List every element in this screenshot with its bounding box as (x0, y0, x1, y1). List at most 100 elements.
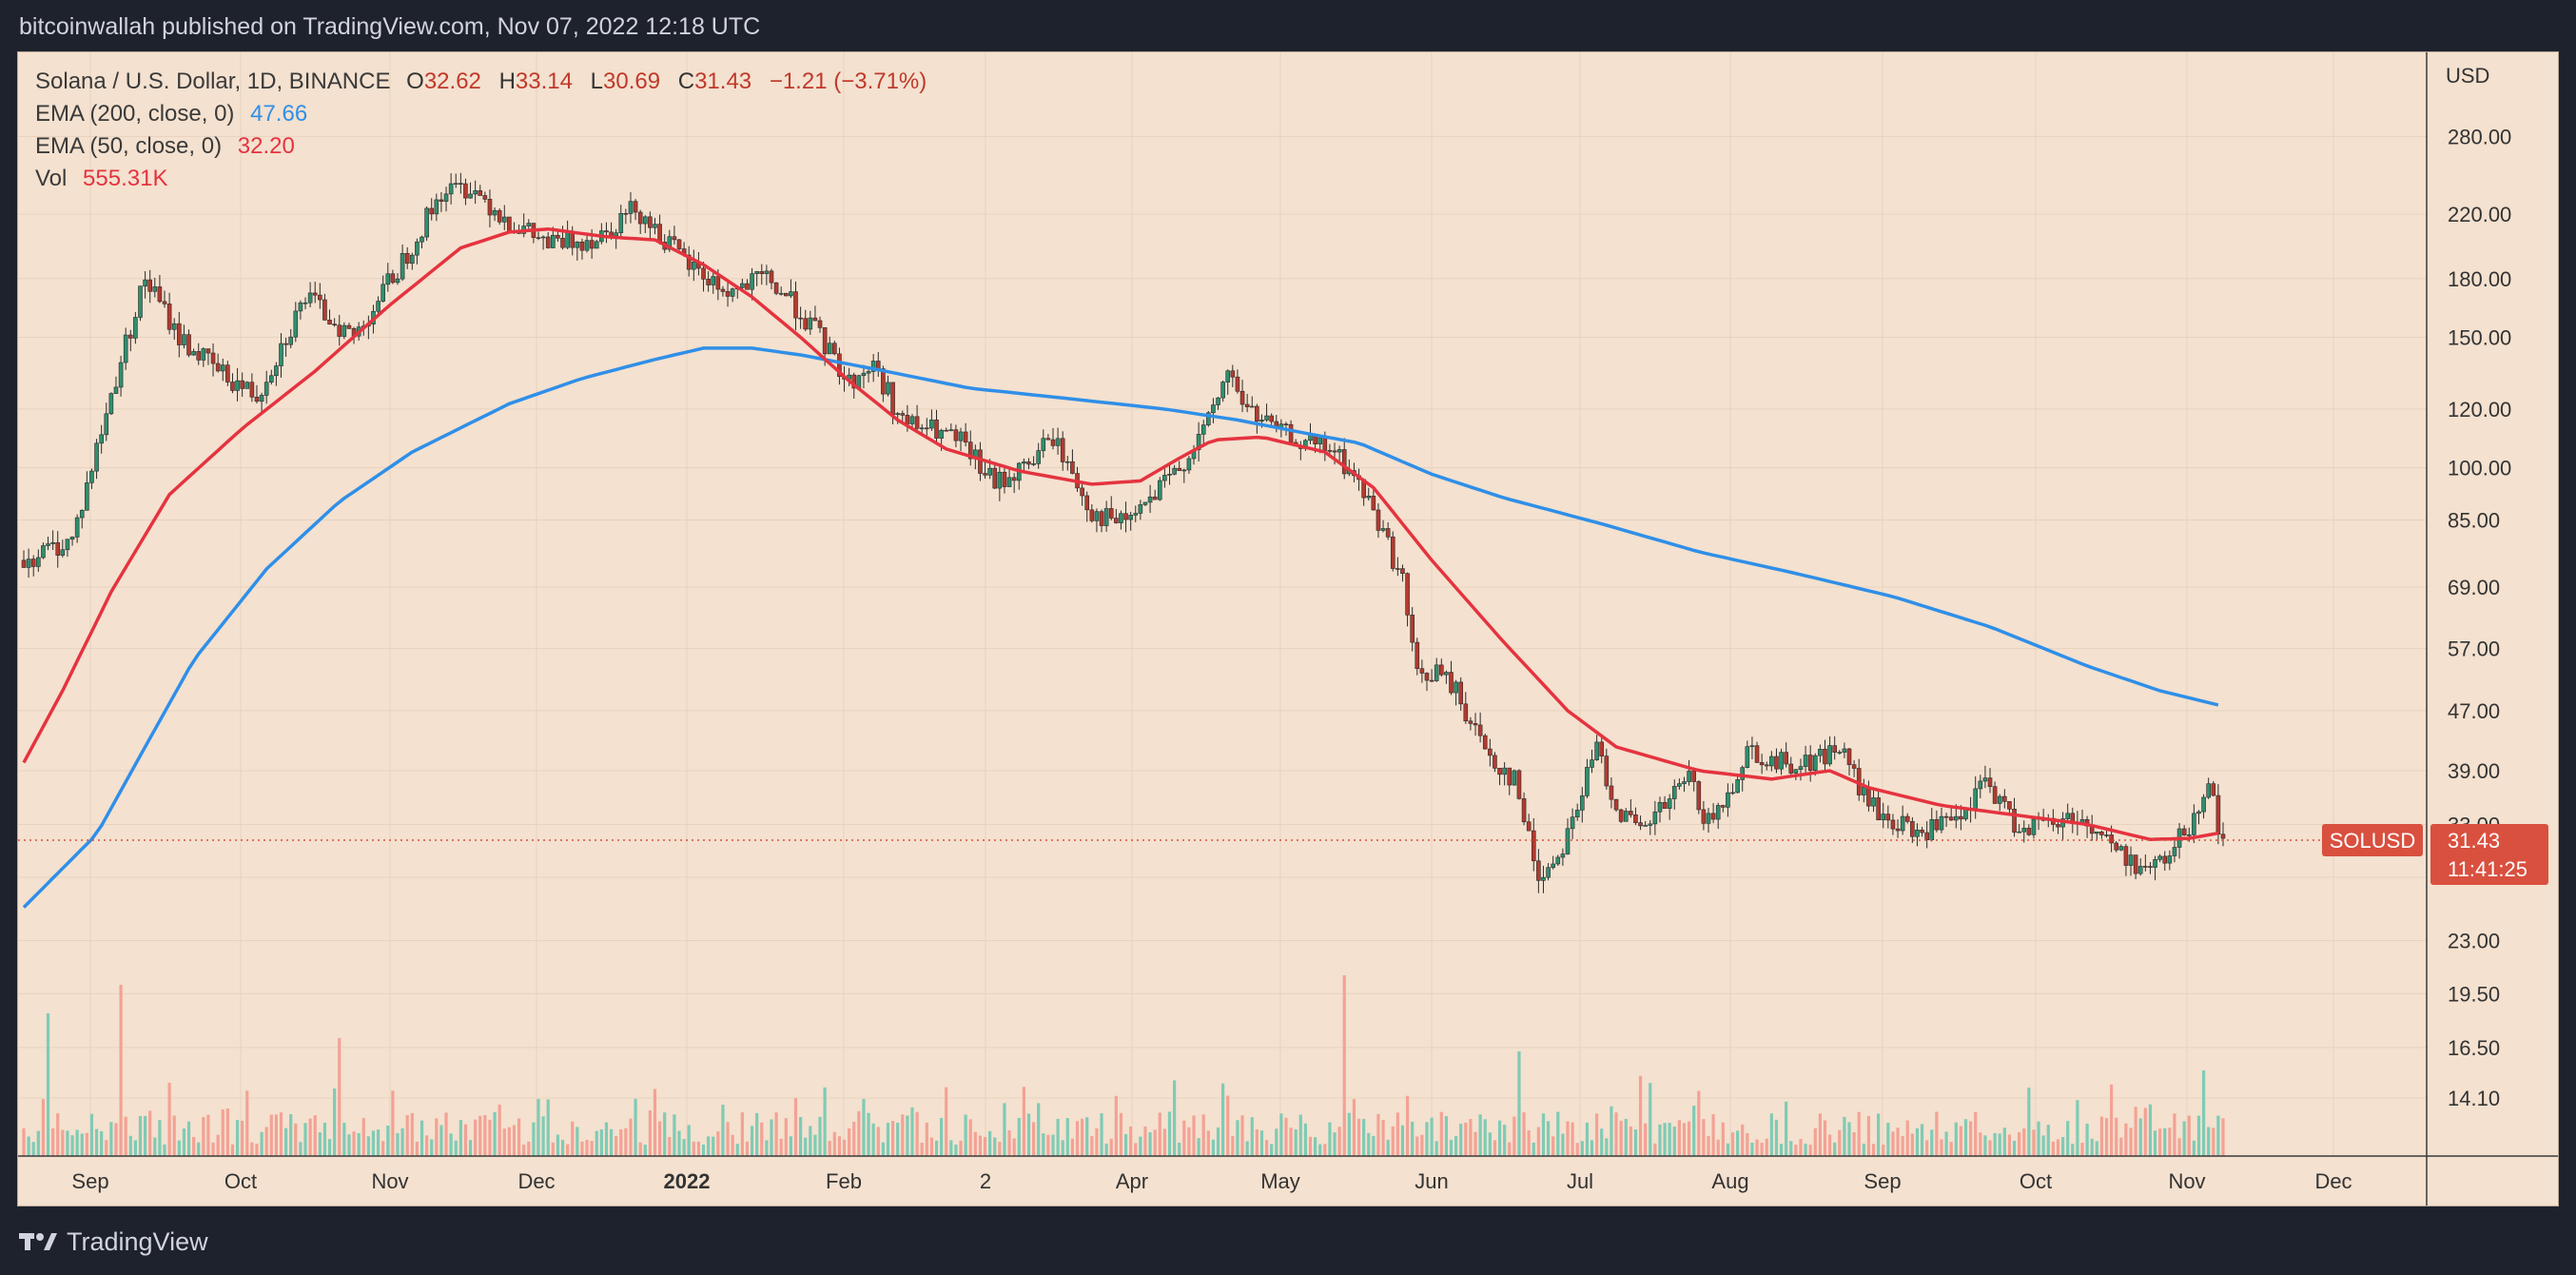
volume-bar (138, 1115, 143, 1156)
volume-bar (177, 1140, 181, 1156)
candle-down (944, 429, 949, 432)
volume-bar (1090, 1136, 1094, 1156)
chart-panel[interactable]: USD14.1016.5019.5023.0028.0033.0039.0047… (17, 51, 2559, 1206)
candle-down (1244, 403, 1250, 407)
volume-bar (1449, 1139, 1454, 1156)
volume-bar (1852, 1131, 1856, 1156)
price-axis-tick-label: 85.00 (2448, 509, 2500, 533)
candle-down (604, 230, 609, 233)
volume-bar (114, 1123, 118, 1156)
change-value: −1.21 (−3.71%) (769, 69, 927, 94)
candle-down (478, 190, 483, 196)
volume-bar (420, 1120, 424, 1156)
candle-down (497, 209, 502, 223)
volume-bar (1187, 1127, 1191, 1156)
candle-up (1590, 759, 1594, 768)
volume-bar (949, 1140, 953, 1156)
volume-bar (1294, 1128, 1298, 1156)
candle-up (1225, 370, 1231, 382)
volume-bar (2212, 1128, 2215, 1156)
candle-down (1405, 573, 1410, 616)
symbol-label[interactable]: Solana / U.S. Dollar, 1D, BINANCE (35, 69, 391, 94)
volume-bar (27, 1136, 30, 1156)
volume-bar (1644, 1123, 1648, 1156)
volume-bar (478, 1115, 482, 1156)
volume-bar (1240, 1115, 1244, 1156)
volume-bar (643, 1144, 647, 1156)
legend-volume-row[interactable]: Vol 555.31K (35, 163, 938, 195)
volume-bar (964, 1114, 967, 1156)
publisher-text: bitcoinwallah published on TradingView.c… (19, 13, 761, 40)
candle-up (1317, 437, 1323, 444)
volume-bar (327, 1139, 332, 1156)
volume-bar (2076, 1100, 2079, 1156)
volume-bar (1566, 1121, 1570, 1156)
volume-bar (260, 1131, 263, 1156)
volume-bar (1827, 1134, 1832, 1156)
volume-bar (517, 1118, 521, 1156)
volume-bar (75, 1129, 79, 1156)
high-label: H (498, 69, 516, 94)
candle-up (1726, 792, 1730, 808)
time-axis-tick-label: Sep (71, 1169, 108, 1193)
volume-bar (410, 1112, 414, 1156)
volume-bar (1915, 1128, 1920, 1156)
volume-bar (1847, 1122, 1851, 1156)
price-chart[interactable]: USD14.1016.5019.5023.0028.0033.0039.0047… (18, 52, 2559, 1206)
volume-bar (1493, 1140, 1497, 1156)
candle-down (196, 351, 202, 361)
volume-bar (1556, 1111, 1560, 1156)
candle-down (2056, 824, 2060, 828)
candle-down (1497, 768, 1502, 775)
volume-bar (1444, 1116, 1448, 1156)
candle-up (152, 286, 158, 292)
candle-down (1463, 703, 1469, 722)
volume-bar (1464, 1122, 1468, 1156)
volume-bar (2182, 1121, 2186, 1156)
candle-up (2021, 828, 2027, 833)
volume-bar (1813, 1128, 1817, 1156)
volume-bar (1716, 1139, 1720, 1156)
candle-up (1211, 404, 1216, 414)
candle-down (967, 441, 973, 460)
volume-bar (701, 1144, 706, 1156)
legend-ema200-row[interactable]: EMA (200, close, 0) 47.66 (35, 98, 938, 130)
candle-up (1157, 480, 1162, 500)
volume-bar (1367, 1132, 1371, 1156)
volume-bar (585, 1139, 589, 1156)
volume-bar (1993, 1132, 1997, 1156)
volume-bar (2163, 1128, 2167, 1156)
candle-down (1633, 814, 1638, 823)
volume-bar (842, 1139, 847, 1156)
volume-bar (1391, 1126, 1395, 1156)
volume-bar (1551, 1136, 1555, 1156)
volume-bar (1342, 975, 1346, 1156)
volume-bar (1726, 1143, 1730, 1156)
candle-down (1851, 764, 1857, 769)
volume-bar (1687, 1121, 1691, 1156)
candle-up (235, 380, 240, 391)
volume-bar (172, 1115, 176, 1156)
volume-bar (1954, 1122, 1958, 1156)
low-label: L (590, 69, 603, 94)
candle-down (1846, 748, 1852, 765)
volume-bar (750, 1126, 754, 1156)
legend-ema50-row[interactable]: EMA (50, close, 0) 32.20 (35, 130, 938, 163)
volume-bar (770, 1119, 773, 1156)
volume-bar (2110, 1084, 2114, 1156)
candle-up (1454, 681, 1458, 694)
tradingview-brand[interactable]: TradingView (19, 1227, 208, 1257)
volume-bar (945, 1087, 948, 1156)
volume-bar (2138, 1118, 2142, 1156)
volume-bar (1649, 1083, 1652, 1156)
candle-up (69, 537, 75, 540)
volume-bar (1702, 1119, 1706, 1156)
volume-bar (1337, 1127, 1341, 1156)
candle-up (1706, 813, 1711, 824)
volume-bar (2148, 1104, 2153, 1156)
candle-up (754, 271, 759, 274)
candle-up (50, 541, 55, 544)
volume-bar (1143, 1126, 1147, 1156)
volume-bar (230, 1144, 235, 1156)
volume-bar (1109, 1138, 1113, 1156)
